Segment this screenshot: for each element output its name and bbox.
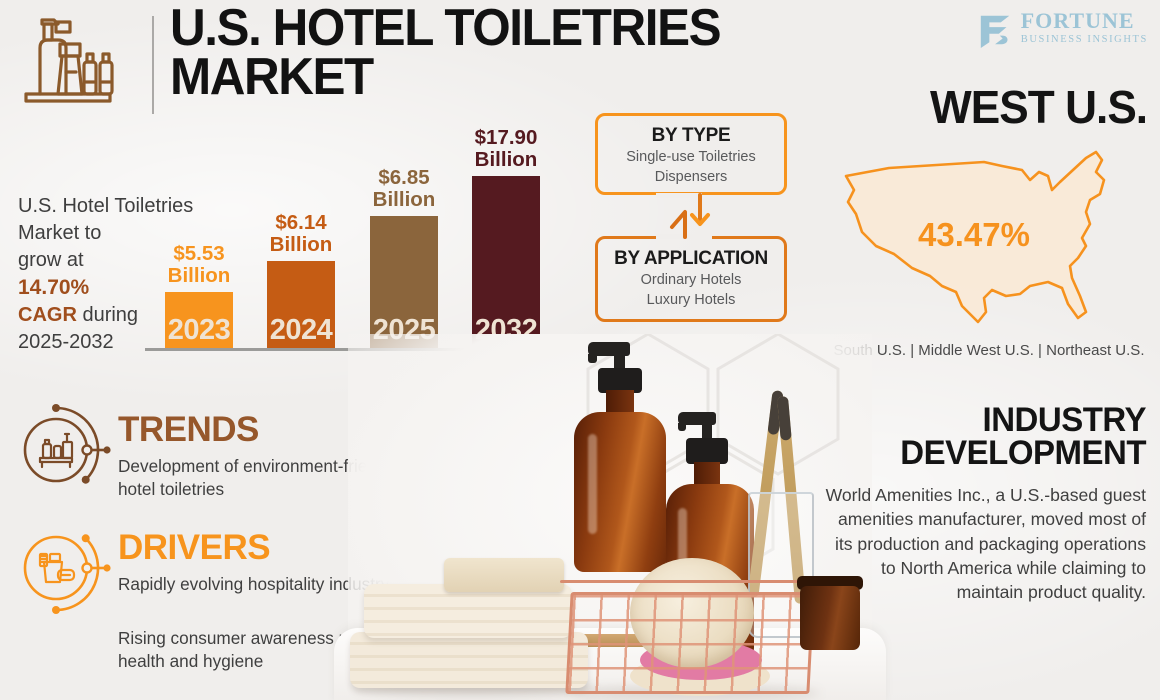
soap-bar: [444, 558, 564, 592]
industry-title-line1: INDUSTRY: [982, 401, 1147, 439]
by-type-item: Dispensers: [654, 169, 728, 186]
fb-logo-name: FORTUNE: [1020, 8, 1135, 33]
trends-heading: TRENDS: [118, 410, 259, 449]
industry-development-body: World Amenities Inc., a U.S.-based guest…: [825, 485, 1146, 603]
wire-basket-rim: [559, 580, 819, 583]
pump-cap: [598, 368, 642, 393]
region-title: WEST U.S.: [929, 81, 1148, 133]
rose-gold-wire-basket: [565, 592, 815, 694]
bar-value-label: $17.90 Billion: [474, 125, 538, 171]
bar-value-label: $5.53 Billion: [167, 241, 231, 287]
drivers-icon: [10, 516, 114, 620]
bar-unit: Billion: [167, 263, 231, 287]
intro-line: CAGR during: [18, 302, 248, 329]
bar-2032: 2032: [472, 176, 540, 348]
bar-amount: $6.14: [275, 210, 327, 234]
page-title-line2: MARKET: [170, 48, 374, 107]
intro-line-rest: during: [76, 304, 139, 327]
intro-line: grow at: [18, 249, 84, 271]
bar-value-label: $6.85 Billion: [372, 165, 436, 211]
bar-unit: Billion: [474, 147, 538, 171]
drivers-heading: DRIVERS: [118, 528, 271, 567]
pump-spout: [678, 412, 716, 425]
bar-2023: 2023: [165, 292, 233, 348]
bar-2024: 2024: [267, 261, 335, 348]
by-application-item: Ordinary Hotels: [640, 272, 742, 288]
fortune-business-insights-logo: FORTUNE BUSINESS INSIGHTS: [977, 10, 1148, 48]
pump-stem: [614, 354, 625, 370]
bar-amount: $17.90: [474, 125, 538, 149]
folded-towel-bottom: [350, 632, 588, 688]
by-type-item: Single-use Toiletries: [626, 149, 756, 165]
by-type-title: BY TYPE: [651, 125, 731, 146]
bar-unit: Billion: [372, 187, 436, 211]
amber-bottle-large: [574, 412, 666, 572]
forecast-period: 2025-2032: [18, 331, 114, 354]
bar-amount: $6.85: [378, 165, 430, 189]
bar-year-label: 2024: [269, 314, 333, 346]
bar-group-2023: $5.53 Billion 2023: [165, 242, 233, 348]
toiletries-logo-icon: [18, 10, 118, 115]
other-regions-label: South U.S. | Middle West U.S. | Northeas…: [833, 342, 1145, 359]
connector-arrow-icon: [648, 193, 732, 244]
intro-line: U.S. Hotel Toiletries: [18, 195, 194, 217]
pump-nozzle: [588, 354, 597, 363]
by-application-box: BY APPLICATION Ordinary Hotels Luxury Ho…: [595, 236, 787, 322]
by-application-item: Luxury Hotels: [646, 292, 736, 309]
bar-year-label: 2023: [167, 314, 231, 346]
bar-2025: 2025: [370, 216, 438, 348]
us-map: 43.47%: [833, 146, 1145, 338]
fb-logo-subtitle: BUSINESS INSIGHTS: [1020, 34, 1148, 45]
bottle-neck: [606, 390, 634, 414]
bar-value-label: $6.14 Billion: [269, 210, 333, 256]
cagr-label: CAGR: [18, 304, 77, 327]
industry-title-line2: DEVELOPMENT: [900, 434, 1146, 473]
region-share-value: 43.47%: [918, 216, 1030, 253]
us-map-outline: [844, 150, 1106, 324]
bottle-neck: [694, 462, 720, 486]
market-size-bar-chart: $5.53 Billion 2023 $6.14 Billion 2024 $6…: [145, 116, 563, 351]
folded-towel-top: [364, 584, 572, 638]
trends-icon: [10, 400, 114, 504]
intro-line: Market to: [18, 222, 102, 244]
drivers-text-1: Rapidly evolving hospitality industry: [118, 574, 390, 594]
industry-development-title: INDUSTRY DEVELOPMENT: [830, 401, 1147, 473]
by-type-box: BY TYPE Single-use Toiletries Dispensers: [595, 113, 787, 195]
fb-logo-words: FORTUNE BUSINESS INSIGHTS: [1021, 10, 1148, 46]
cagr-value: 14.70%: [18, 276, 90, 299]
bar-group-2025: $6.85 Billion 2025: [370, 166, 438, 348]
border-gap: [656, 193, 702, 198]
fb-logo-icon: [980, 15, 1010, 48]
pump-stem: [702, 424, 712, 440]
page-title: U.S. HOTEL TOILETRIES MARKET: [170, 0, 722, 107]
intro-paragraph: U.S. Hotel Toiletries Market to grow at …: [18, 193, 248, 356]
page-title-line1: U.S. HOTEL TOILETRIES: [170, 0, 722, 57]
bottle-highlight: [588, 434, 597, 534]
bar-group-2032: $17.90 Billion 2032: [472, 126, 540, 348]
title-divider: [152, 16, 154, 114]
pump-nozzle: [678, 423, 686, 431]
bar-unit: Billion: [269, 232, 333, 256]
trends-text: Development of environment-friendly hote…: [118, 456, 399, 500]
bar-group-2024: $6.14 Billion 2024: [267, 211, 335, 348]
by-application-title: BY APPLICATION: [614, 248, 768, 269]
bathroom-toiletries-photo: [334, 334, 886, 700]
bar-amount: $5.53: [173, 241, 225, 265]
amber-jar: [800, 586, 860, 650]
pump-spout: [588, 342, 630, 356]
pump-cap: [686, 438, 728, 464]
